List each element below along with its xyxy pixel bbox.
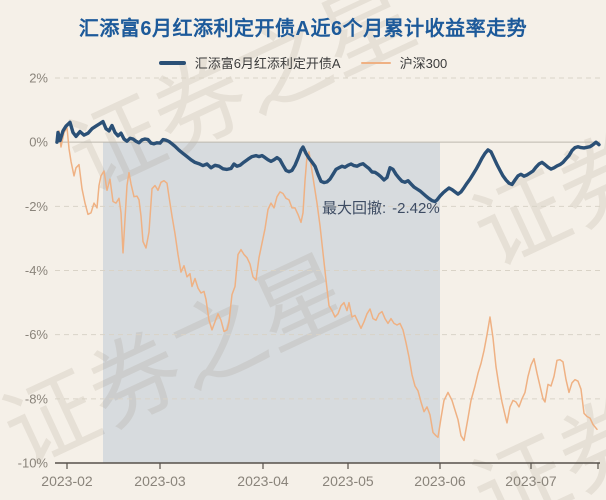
fund-legend-label: 汇添富6月红添利定开债A <box>194 56 341 71</box>
legend-item-fund[interactable]: 汇添富6月红添利定开债A <box>158 53 341 72</box>
max-drawdown-value: -2.42% <box>392 200 440 217</box>
max-drawdown-annotation: 最大回撤: -2.42% <box>322 197 440 218</box>
benchmark-legend-label: 沪深300 <box>399 56 448 71</box>
y-tick-label: -4% <box>25 263 49 278</box>
x-tick-label: 2023-03 <box>134 473 186 489</box>
benchmark-line-swatch <box>360 61 391 64</box>
max-drawdown-region <box>103 142 440 463</box>
chart-title: 汇添富6月红添利定开债A近6个月累计收益率走势 <box>78 18 528 40</box>
x-tick-label: 2023-06 <box>414 473 466 489</box>
max-drawdown-label: 最大回撤: <box>322 200 387 217</box>
y-tick-label: -10% <box>18 456 49 471</box>
chart-plot-area[interactable] <box>55 70 600 463</box>
fund-line <box>55 119 601 204</box>
x-tick-label: 2023-05 <box>322 473 374 489</box>
fund-line-swatch <box>158 60 186 65</box>
x-tick-label: 2023-04 <box>237 473 289 489</box>
y-tick-label: -8% <box>25 391 49 406</box>
benchmark-line <box>56 126 598 442</box>
y-tick-label: 2% <box>29 71 48 86</box>
chart-legend: 汇添富6月红添利定开债A 沪深300 <box>0 53 606 72</box>
y-tick-label: 0% <box>29 135 48 150</box>
x-tick-label: 2023-02 <box>41 473 93 489</box>
y-tick-label: -2% <box>25 199 49 214</box>
y-tick-label: -6% <box>25 327 49 342</box>
legend-item-benchmark[interactable]: 沪深300 <box>360 53 448 72</box>
x-tick-label: 2023-07 <box>505 473 557 489</box>
